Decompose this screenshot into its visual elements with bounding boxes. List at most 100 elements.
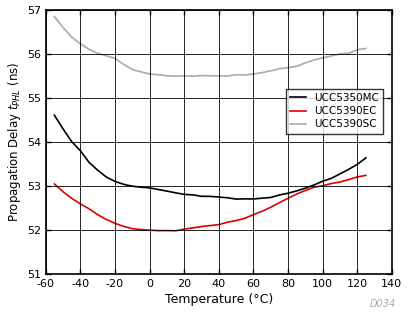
UCC5390EC <box>95 213 100 217</box>
UCC5390EC <box>329 182 334 185</box>
UCC5350MC <box>182 193 186 196</box>
UCC5350MC <box>156 188 161 191</box>
UCC5390EC <box>225 220 230 224</box>
UCC5350MC <box>191 193 195 197</box>
UCC5390EC <box>312 185 317 189</box>
UCC5390SC <box>60 26 65 29</box>
UCC5390EC <box>268 205 273 209</box>
UCC5390EC <box>156 229 161 232</box>
UCC5390SC <box>225 74 230 78</box>
UCC5390SC <box>86 47 91 51</box>
UCC5390EC <box>277 201 282 204</box>
UCC5350MC <box>294 189 299 193</box>
Legend: UCC5350MC, UCC5390EC, UCC5390SC: UCC5350MC, UCC5390EC, UCC5390SC <box>286 89 383 134</box>
UCC5390SC <box>277 67 282 71</box>
Line: UCC5390SC: UCC5390SC <box>54 17 366 76</box>
UCC5390SC <box>191 74 195 78</box>
UCC5390SC <box>312 58 317 62</box>
UCC5390EC <box>286 197 290 200</box>
UCC5390SC <box>78 42 83 46</box>
UCC5390EC <box>303 189 308 193</box>
UCC5350MC <box>320 179 325 183</box>
UCC5390SC <box>286 66 290 70</box>
UCC5390EC <box>173 229 178 233</box>
UCC5390EC <box>216 223 221 227</box>
UCC5350MC <box>78 149 83 153</box>
UCC5390EC <box>208 224 213 227</box>
UCC5390SC <box>113 56 118 60</box>
UCC5390EC <box>60 190 65 193</box>
UCC5350MC <box>130 184 135 188</box>
UCC5390SC <box>242 73 247 77</box>
UCC5350MC <box>52 113 57 117</box>
UCC5390SC <box>147 72 152 76</box>
UCC5390SC <box>121 62 126 66</box>
UCC5390SC <box>164 74 169 78</box>
UCC5350MC <box>303 186 308 190</box>
UCC5390EC <box>346 178 351 182</box>
UCC5350MC <box>95 168 100 172</box>
UCC5390SC <box>208 74 213 78</box>
UCC5390SC <box>259 71 264 75</box>
UCC5390EC <box>147 228 152 232</box>
UCC5350MC <box>286 191 290 195</box>
UCC5390EC <box>364 173 368 177</box>
UCC5390EC <box>234 219 239 222</box>
UCC5350MC <box>242 197 247 201</box>
UCC5350MC <box>173 191 178 195</box>
UCC5390EC <box>199 225 204 228</box>
UCC5350MC <box>346 168 351 171</box>
Y-axis label: Propagation Delay $t_{PHL}$ (ns): Propagation Delay $t_{PHL}$ (ns) <box>6 62 22 222</box>
UCC5350MC <box>121 183 126 186</box>
UCC5390SC <box>182 74 186 78</box>
UCC5390SC <box>320 56 325 60</box>
UCC5350MC <box>329 177 334 180</box>
Line: UCC5390EC: UCC5390EC <box>54 175 366 231</box>
UCC5350MC <box>208 194 213 198</box>
UCC5390EC <box>251 213 256 217</box>
UCC5350MC <box>138 185 143 189</box>
UCC5390SC <box>130 68 135 71</box>
UCC5390EC <box>130 227 135 231</box>
Line: UCC5350MC: UCC5350MC <box>54 115 366 199</box>
UCC5350MC <box>355 163 360 166</box>
UCC5390EC <box>164 229 169 232</box>
UCC5390SC <box>104 54 109 58</box>
X-axis label: Temperature (°C): Temperature (°C) <box>165 294 273 306</box>
UCC5390SC <box>268 69 273 73</box>
UCC5350MC <box>277 193 282 197</box>
UCC5350MC <box>199 194 204 198</box>
UCC5390EC <box>182 227 186 231</box>
UCC5350MC <box>268 196 273 199</box>
UCC5390EC <box>294 192 299 196</box>
UCC5390EC <box>337 180 342 184</box>
UCC5350MC <box>337 172 342 176</box>
UCC5390SC <box>216 74 221 78</box>
UCC5390EC <box>259 209 264 213</box>
UCC5390SC <box>156 73 161 76</box>
UCC5390EC <box>191 226 195 230</box>
UCC5390EC <box>113 222 118 225</box>
UCC5390SC <box>364 46 368 50</box>
UCC5390SC <box>294 65 299 68</box>
UCC5350MC <box>234 197 239 201</box>
UCC5350MC <box>312 183 317 187</box>
UCC5350MC <box>86 160 91 164</box>
UCC5390SC <box>337 52 342 56</box>
UCC5350MC <box>225 196 230 200</box>
UCC5390EC <box>52 182 57 186</box>
UCC5350MC <box>104 175 109 179</box>
UCC5350MC <box>164 189 169 193</box>
UCC5390EC <box>78 202 83 206</box>
UCC5350MC <box>216 195 221 199</box>
UCC5350MC <box>69 140 74 144</box>
UCC5390SC <box>199 74 204 77</box>
UCC5390SC <box>95 51 100 55</box>
UCC5390SC <box>329 54 334 58</box>
UCC5350MC <box>113 179 118 183</box>
UCC5350MC <box>251 197 256 201</box>
UCC5390EC <box>121 225 126 228</box>
UCC5350MC <box>364 156 368 160</box>
UCC5390SC <box>355 48 360 51</box>
UCC5390EC <box>138 228 143 232</box>
